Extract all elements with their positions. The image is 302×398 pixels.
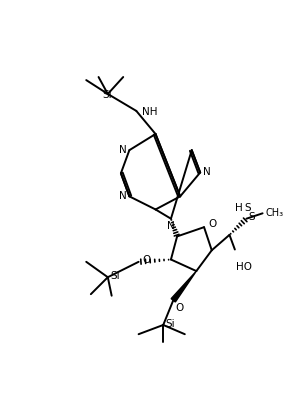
Text: CH₃: CH₃ xyxy=(266,208,284,219)
Text: Si: Si xyxy=(102,90,112,101)
Text: S: S xyxy=(248,212,255,222)
Polygon shape xyxy=(171,271,196,302)
Text: N: N xyxy=(203,168,211,178)
Text: NH: NH xyxy=(143,107,158,117)
Text: Si: Si xyxy=(110,271,120,281)
Text: H: H xyxy=(235,203,243,213)
Text: N: N xyxy=(167,221,175,231)
Text: O: O xyxy=(143,255,151,265)
Text: Si: Si xyxy=(165,319,175,329)
Text: N: N xyxy=(118,191,126,201)
Text: HO: HO xyxy=(236,262,252,272)
Text: O: O xyxy=(208,219,216,229)
Text: S: S xyxy=(244,203,251,213)
Text: O: O xyxy=(175,302,184,313)
Text: N: N xyxy=(118,145,126,155)
